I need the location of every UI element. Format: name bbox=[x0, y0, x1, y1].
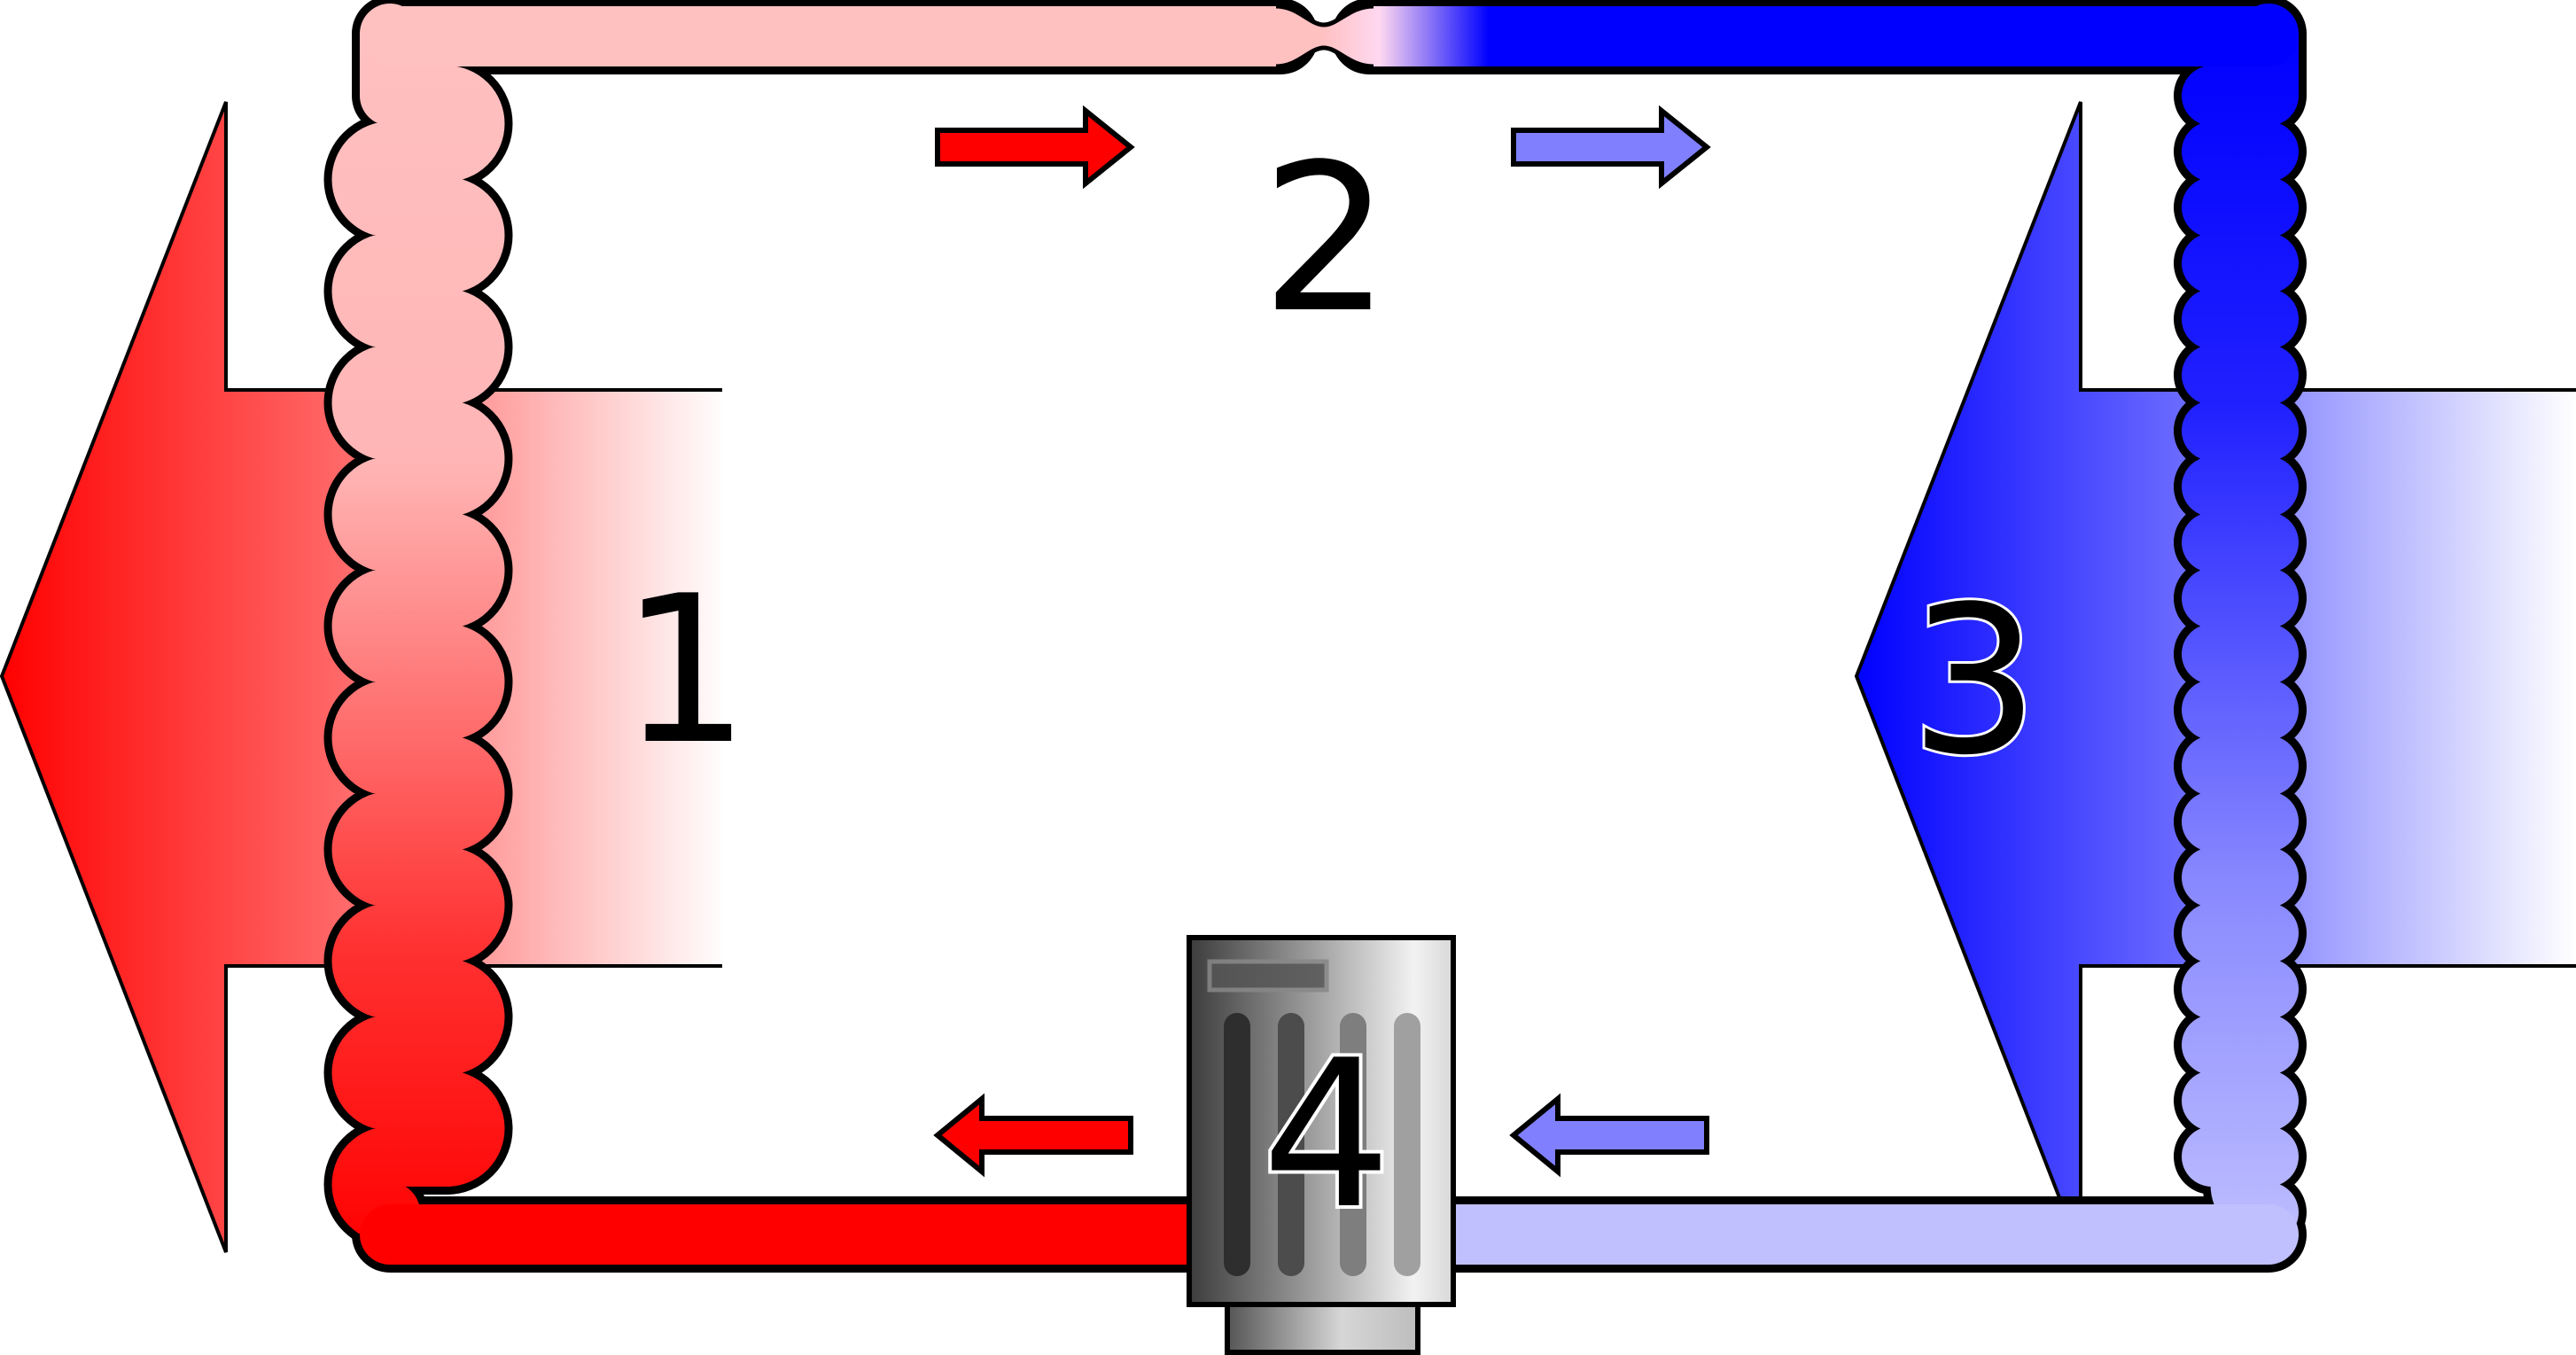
label-expansion-valve: 2 bbox=[1261, 121, 1390, 358]
label-condenser: 1 bbox=[620, 553, 750, 790]
compressor bbox=[1187, 935, 1456, 1355]
label-evaporator: 3 bbox=[1910, 564, 2039, 800]
flow-arrow-top-left bbox=[935, 105, 1135, 190]
flow-arrow-bottom-right bbox=[1509, 1093, 1709, 1178]
flow-arrow-bottom-left bbox=[933, 1093, 1133, 1178]
expansion-valve bbox=[1275, 4, 1374, 69]
evaporator-coil bbox=[2182, 4, 2299, 1242]
flow-arrow-top-right bbox=[1511, 105, 1711, 190]
condenser-coil bbox=[331, 4, 505, 1242]
heat-input-arrow-outline bbox=[1854, 101, 2576, 1253]
heat-output-arrow-outline bbox=[0, 101, 722, 1253]
label-compressor: 4 bbox=[1262, 1017, 1391, 1254]
